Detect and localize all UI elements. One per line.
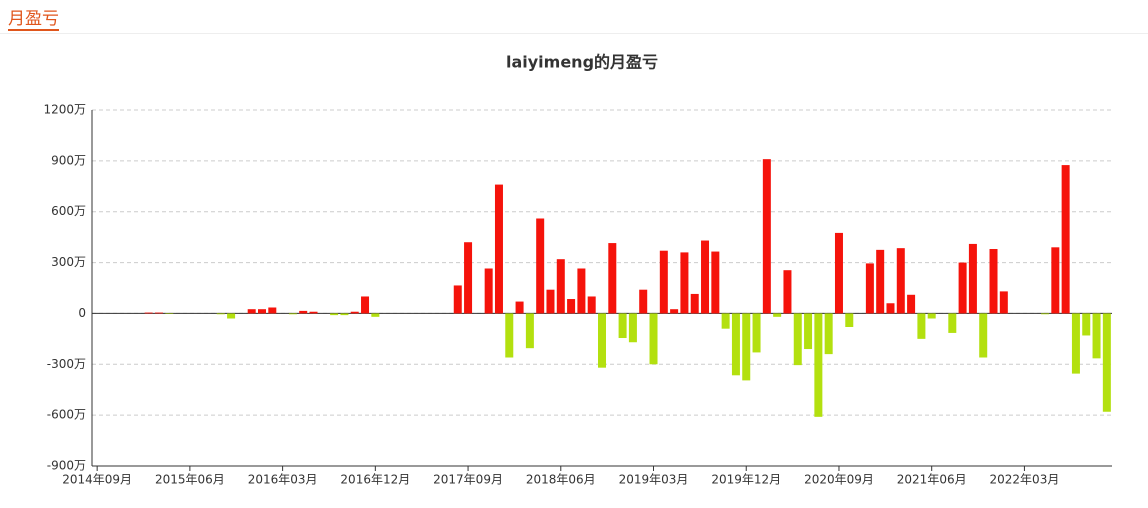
bar xyxy=(701,240,710,314)
bar xyxy=(752,313,761,353)
bar xyxy=(907,294,916,314)
bar xyxy=(639,289,648,314)
bar xyxy=(948,313,957,333)
bar xyxy=(608,243,617,314)
y-tick-label: 300万 xyxy=(51,255,86,269)
y-tick-label: 0 xyxy=(78,306,86,320)
bar xyxy=(649,313,658,365)
bar xyxy=(515,301,524,314)
bar xyxy=(958,262,967,314)
bar xyxy=(577,268,586,314)
x-tick-label: 2020年09月 xyxy=(804,473,874,487)
bar xyxy=(659,250,668,314)
x-tick-label: 2021年06月 xyxy=(897,473,967,487)
x-tick-label: 2018年06月 xyxy=(526,473,596,487)
bar xyxy=(989,249,998,314)
bar xyxy=(886,303,895,314)
y-tick-label: -900万 xyxy=(47,459,86,473)
bar xyxy=(1092,313,1101,359)
bar xyxy=(598,313,606,368)
header-title: 月盈亏 xyxy=(8,9,59,31)
bar xyxy=(1041,313,1050,315)
y-tick-label: 600万 xyxy=(51,204,86,218)
header: 月盈亏 xyxy=(0,0,1148,34)
bar xyxy=(917,313,926,339)
bar xyxy=(834,232,843,314)
bar xyxy=(979,313,988,358)
bar xyxy=(330,313,339,316)
bar xyxy=(793,313,802,366)
x-tick-label: 2016年12月 xyxy=(340,473,410,487)
bar xyxy=(628,313,637,343)
chart-title: laiyimeng的月盈亏 xyxy=(506,53,658,72)
bar xyxy=(227,313,236,319)
bar xyxy=(762,159,771,314)
bar xyxy=(783,270,792,314)
bar xyxy=(824,313,833,355)
bar xyxy=(299,310,308,314)
bar xyxy=(288,313,297,315)
bar xyxy=(804,313,813,350)
bar xyxy=(505,313,514,358)
bar xyxy=(814,313,823,417)
bar xyxy=(371,313,380,317)
bar xyxy=(536,218,545,314)
bar xyxy=(268,307,277,314)
bar xyxy=(711,251,720,314)
bar xyxy=(567,299,576,314)
bar xyxy=(1061,165,1070,314)
bar xyxy=(361,296,370,314)
bar xyxy=(350,311,359,314)
bar xyxy=(845,313,854,327)
bar xyxy=(484,268,493,314)
bar xyxy=(154,312,163,314)
bar xyxy=(876,249,885,314)
bar xyxy=(1071,313,1080,374)
bar xyxy=(1082,313,1091,336)
bar xyxy=(742,313,751,381)
bar xyxy=(247,309,256,314)
bar xyxy=(258,309,266,314)
bar xyxy=(587,296,596,314)
bar xyxy=(896,248,905,314)
bar xyxy=(618,313,627,339)
bar xyxy=(690,293,699,314)
bar xyxy=(968,243,977,314)
x-tick-label: 2016年03月 xyxy=(248,473,318,487)
bar xyxy=(731,313,740,376)
x-tick-label: 2017年09月 xyxy=(433,473,503,487)
bar xyxy=(309,311,318,314)
bar xyxy=(546,289,555,314)
bar xyxy=(144,312,153,314)
bar xyxy=(865,263,874,314)
x-tick-label: 2019年12月 xyxy=(711,473,781,487)
bar xyxy=(927,313,936,319)
bar xyxy=(999,291,1008,314)
bar xyxy=(1051,247,1060,314)
x-tick-label: 2019年03月 xyxy=(619,473,689,487)
bar xyxy=(165,313,174,314)
bar xyxy=(721,313,730,329)
bar xyxy=(556,259,565,314)
y-tick-label: -600万 xyxy=(47,408,86,422)
bar xyxy=(1102,313,1111,412)
x-tick-label: 2022年03月 xyxy=(990,473,1060,487)
bar xyxy=(340,313,349,316)
bar xyxy=(773,313,782,317)
bar xyxy=(494,184,503,314)
bar xyxy=(525,313,534,349)
bar xyxy=(680,252,689,314)
y-tick-label: 1200万 xyxy=(43,103,86,117)
bar xyxy=(670,309,679,314)
bar xyxy=(216,313,225,315)
y-tick-label: 900万 xyxy=(51,153,86,167)
x-tick-label: 2014年09月 xyxy=(62,473,132,487)
y-tick-label: -300万 xyxy=(47,357,86,371)
bar xyxy=(453,285,462,314)
bar xyxy=(464,242,473,314)
x-tick-label: 2015年06月 xyxy=(155,473,225,487)
